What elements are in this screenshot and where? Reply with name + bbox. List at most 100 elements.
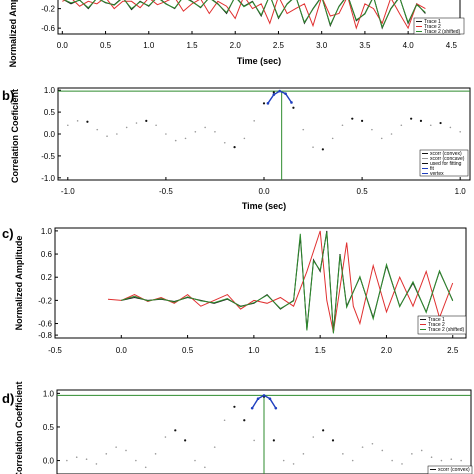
data-point	[135, 459, 137, 462]
y-tick-label: 0.5	[44, 108, 56, 117]
data-point	[223, 419, 226, 422]
series-line-1	[121, 230, 454, 333]
plot-area	[67, 89, 461, 151]
data-point	[214, 131, 216, 133]
plot-frame	[54, 227, 467, 339]
data-point	[125, 126, 128, 129]
data-point	[342, 453, 344, 455]
plot-area	[107, 230, 454, 334]
data-point	[96, 128, 99, 131]
data-point	[381, 449, 384, 452]
x-tick-label: 4.0	[403, 41, 415, 50]
data-point	[420, 449, 423, 452]
legend-box	[427, 465, 473, 474]
fit-point	[256, 397, 260, 401]
x-tick-label: 2.0	[381, 346, 393, 355]
legend-label: xcorr (convex)	[438, 467, 470, 473]
x-tick-label: -0.5	[159, 187, 173, 196]
data-point	[95, 463, 98, 465]
data-point	[360, 119, 364, 122]
data-point	[411, 453, 413, 455]
legend-label: Trace 2	[424, 24, 441, 30]
y-axis-label: Normalized Amplitude	[14, 236, 24, 331]
data-point	[351, 459, 354, 462]
fit-point	[268, 397, 272, 401]
data-point	[391, 459, 393, 462]
data-point	[272, 439, 275, 442]
data-point	[204, 466, 206, 469]
x-axis-label: Time (sec)	[237, 56, 281, 66]
y-tick-label: 1.0	[41, 227, 53, 236]
panel-label: d)	[2, 391, 14, 406]
legend-label: xcorr (convex)	[430, 151, 462, 157]
x-tick-label: 0.5	[182, 346, 194, 355]
data-point	[331, 137, 334, 140]
y-axis-label: Correlation Coefficient	[14, 381, 24, 474]
plot-frame	[57, 87, 471, 181]
fit-point	[262, 394, 266, 397]
data-point	[243, 419, 246, 422]
data-point	[321, 148, 324, 151]
legend-label: Trace 1	[424, 19, 441, 25]
y-tick-label: 0.5	[43, 423, 55, 432]
legend-label: Trace 2	[428, 322, 445, 328]
data-point	[460, 459, 462, 462]
data-point	[144, 466, 147, 469]
series-line-2	[62, 0, 426, 30]
data-point	[292, 106, 295, 109]
x-tick-label: 0.0	[57, 41, 69, 50]
data-point	[174, 139, 177, 142]
data-point	[351, 117, 354, 120]
x-tick-label: 2.5	[273, 41, 285, 50]
data-point	[331, 439, 335, 442]
fit-point	[284, 92, 287, 95]
data-point	[125, 449, 127, 452]
legend-label: vertex	[430, 171, 444, 177]
legend-box	[413, 17, 465, 35]
data-point	[361, 446, 364, 448]
panel-label: b)	[2, 88, 14, 103]
data-point	[194, 459, 196, 462]
legend-label: xcorr (concave)	[430, 156, 465, 162]
data-point	[145, 119, 148, 122]
y-tick-label: 0.2	[41, 273, 53, 282]
legend-label: used for fitting	[430, 161, 462, 167]
data-point	[184, 137, 187, 140]
data-point	[410, 117, 413, 120]
data-point	[400, 124, 403, 127]
data-point	[66, 459, 68, 462]
series-line-3	[121, 232, 454, 334]
data-point	[459, 131, 461, 133]
x-tick-label: 0.0	[258, 187, 270, 196]
series-line-1	[63, 0, 426, 30]
data-point	[75, 456, 78, 459]
y-tick-label: -0.5	[41, 152, 55, 161]
data-point	[115, 446, 117, 448]
x-tick-label: 0.5	[100, 41, 112, 50]
plot-frame	[57, 0, 461, 35]
data-point	[440, 459, 443, 462]
series-line-2	[267, 90, 293, 104]
x-tick-label: 3.5	[359, 41, 371, 50]
x-tick-label: 2.5	[447, 346, 459, 355]
data-point	[204, 126, 206, 129]
panel-label: c)	[2, 226, 14, 241]
plot-frame	[56, 389, 472, 474]
legend: xcorr (convex)	[427, 465, 473, 474]
y-tick-label: -1.0	[41, 174, 55, 183]
fit-point	[278, 89, 281, 93]
data-point	[194, 131, 197, 133]
data-point	[253, 120, 255, 122]
data-point	[380, 137, 383, 140]
legend-box	[417, 315, 467, 335]
x-tick-label: 2.0	[230, 41, 242, 50]
fit-point	[250, 406, 254, 410]
y-tick-label: 0.0	[43, 457, 55, 466]
data-point	[272, 91, 275, 94]
data-point	[164, 436, 167, 438]
data-point	[155, 124, 157, 127]
x-tick-label: 0.5	[357, 187, 369, 196]
